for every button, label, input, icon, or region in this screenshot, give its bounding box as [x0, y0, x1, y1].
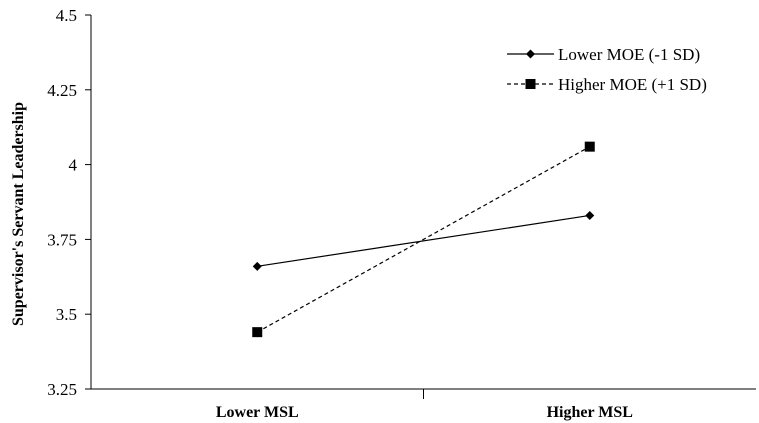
- y-tick-label: 3.25: [47, 380, 77, 399]
- data-point: [584, 141, 595, 152]
- series-line: [257, 214, 590, 267]
- series-1: [252, 210, 595, 271]
- y-tick-label: 4.25: [47, 81, 77, 100]
- series-layer: [252, 141, 595, 338]
- legend-label: Lower MOE (-1 SD): [558, 45, 700, 64]
- data-point: [252, 261, 262, 271]
- series-2: [252, 141, 595, 338]
- y-tick-label: 3.75: [47, 230, 77, 249]
- y-tick-label: 4: [69, 156, 78, 175]
- legend-marker: [525, 79, 536, 89]
- y-tick-label: 3.5: [56, 305, 77, 324]
- series-line: [256, 146, 591, 333]
- x-tick-label: Higher MSL: [547, 404, 633, 421]
- legend: Lower MOE (-1 SD) Higher MOE (+1 SD): [507, 45, 707, 94]
- y-tick-label: 4.5: [56, 6, 77, 25]
- data-point: [252, 327, 263, 338]
- legend-marker: [526, 49, 535, 59]
- legend-label: Higher MOE (+1 SD): [558, 75, 707, 94]
- y-axis-title: Supervisor's Servant Leadership: [10, 102, 27, 326]
- x-tick-label: Lower MSL: [216, 404, 299, 421]
- legend-entry: Lower MOE (-1 SD): [507, 45, 700, 64]
- axes-layer: 3.25 3.5 3.75 4 4.25 4.5 Lower MSL Higher MSL: [47, 6, 756, 421]
- legend-entry: Higher MOE (+1 SD): [507, 75, 707, 94]
- data-point: [585, 210, 595, 220]
